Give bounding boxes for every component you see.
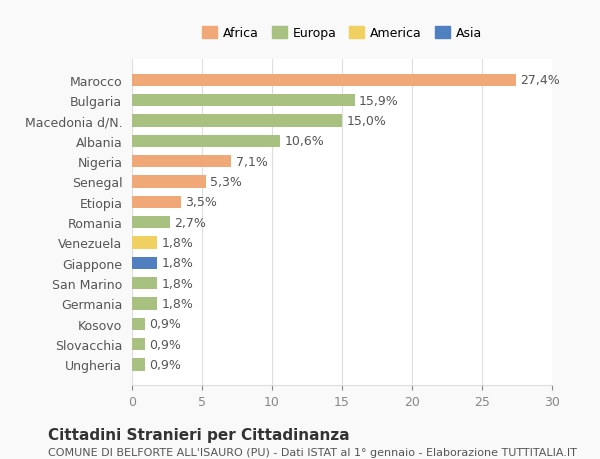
Bar: [132, 196, 181, 208]
Bar: [132, 156, 232, 168]
Bar: [132, 217, 170, 229]
Bar: [132, 318, 145, 330]
Bar: [132, 95, 355, 107]
Text: COMUNE DI BELFORTE ALL'ISAURO (PU) - Dati ISTAT al 1° gennaio - Elaborazione TUT: COMUNE DI BELFORTE ALL'ISAURO (PU) - Dat…: [48, 448, 577, 458]
Text: 5,3%: 5,3%: [211, 175, 242, 189]
Bar: [132, 298, 157, 310]
Bar: [132, 237, 157, 249]
Text: 0,9%: 0,9%: [149, 358, 181, 371]
Bar: [132, 74, 515, 87]
Bar: [132, 115, 342, 127]
Text: 27,4%: 27,4%: [520, 74, 560, 87]
Text: 1,8%: 1,8%: [161, 297, 193, 310]
Text: 15,0%: 15,0%: [346, 115, 386, 128]
Legend: Africa, Europa, America, Asia: Africa, Europa, America, Asia: [198, 23, 486, 44]
Text: 1,8%: 1,8%: [161, 236, 193, 249]
Text: 2,7%: 2,7%: [174, 216, 206, 229]
Text: 7,1%: 7,1%: [236, 155, 268, 168]
Bar: [132, 257, 157, 269]
Bar: [132, 358, 145, 371]
Text: 1,8%: 1,8%: [161, 277, 193, 290]
Bar: [132, 135, 280, 147]
Bar: [132, 338, 145, 351]
Text: 15,9%: 15,9%: [359, 95, 398, 107]
Text: 1,8%: 1,8%: [161, 257, 193, 270]
Text: Cittadini Stranieri per Cittadinanza: Cittadini Stranieri per Cittadinanza: [48, 427, 350, 442]
Bar: [132, 176, 206, 188]
Text: 3,5%: 3,5%: [185, 196, 217, 209]
Text: 0,9%: 0,9%: [149, 338, 181, 351]
Bar: [132, 277, 157, 290]
Text: 10,6%: 10,6%: [284, 135, 325, 148]
Text: 0,9%: 0,9%: [149, 318, 181, 330]
